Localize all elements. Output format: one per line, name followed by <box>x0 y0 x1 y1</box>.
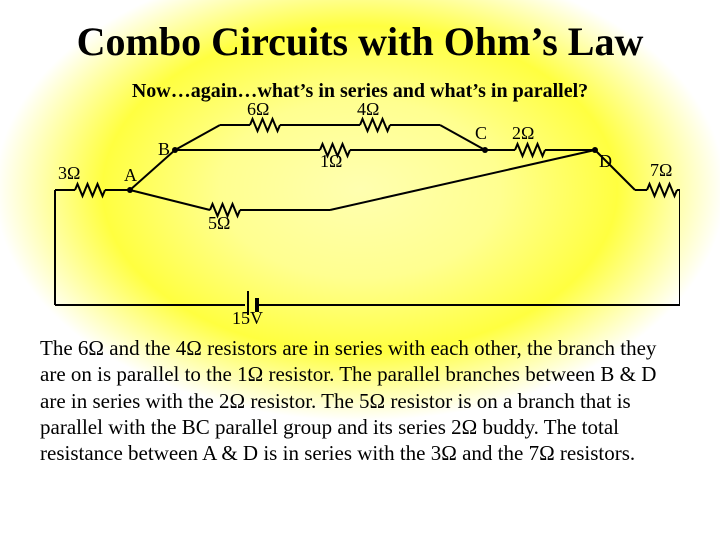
label-r6: 6Ω <box>247 99 269 120</box>
label-v15: 15V <box>232 308 263 329</box>
node-label-a: A <box>124 165 137 186</box>
page-title: Combo Circuits with Ohm’s Law <box>0 18 720 65</box>
label-r1: 1Ω <box>320 151 342 172</box>
label-r3: 3Ω <box>58 163 80 184</box>
label-r5: 5Ω <box>208 213 230 234</box>
explanation-paragraph: The 6Ω and the 4Ω resistors are in serie… <box>40 335 680 466</box>
label-r7: 7Ω <box>650 160 672 181</box>
circuit-diagram: 3Ω 6Ω 4Ω 1Ω 2Ω 5Ω 7Ω 15V A B C D <box>40 105 680 315</box>
label-r4: 4Ω <box>357 99 379 120</box>
title-text: Combo Circuits with Ohm’s Law <box>77 19 644 64</box>
circuit-svg <box>40 105 680 315</box>
node-label-d: D <box>599 151 612 172</box>
explanation-text: The 6Ω and the 4Ω resistors are in serie… <box>40 336 656 465</box>
node-label-b: B <box>158 139 170 160</box>
node-label-c: C <box>475 123 487 144</box>
label-r2: 2Ω <box>512 123 534 144</box>
